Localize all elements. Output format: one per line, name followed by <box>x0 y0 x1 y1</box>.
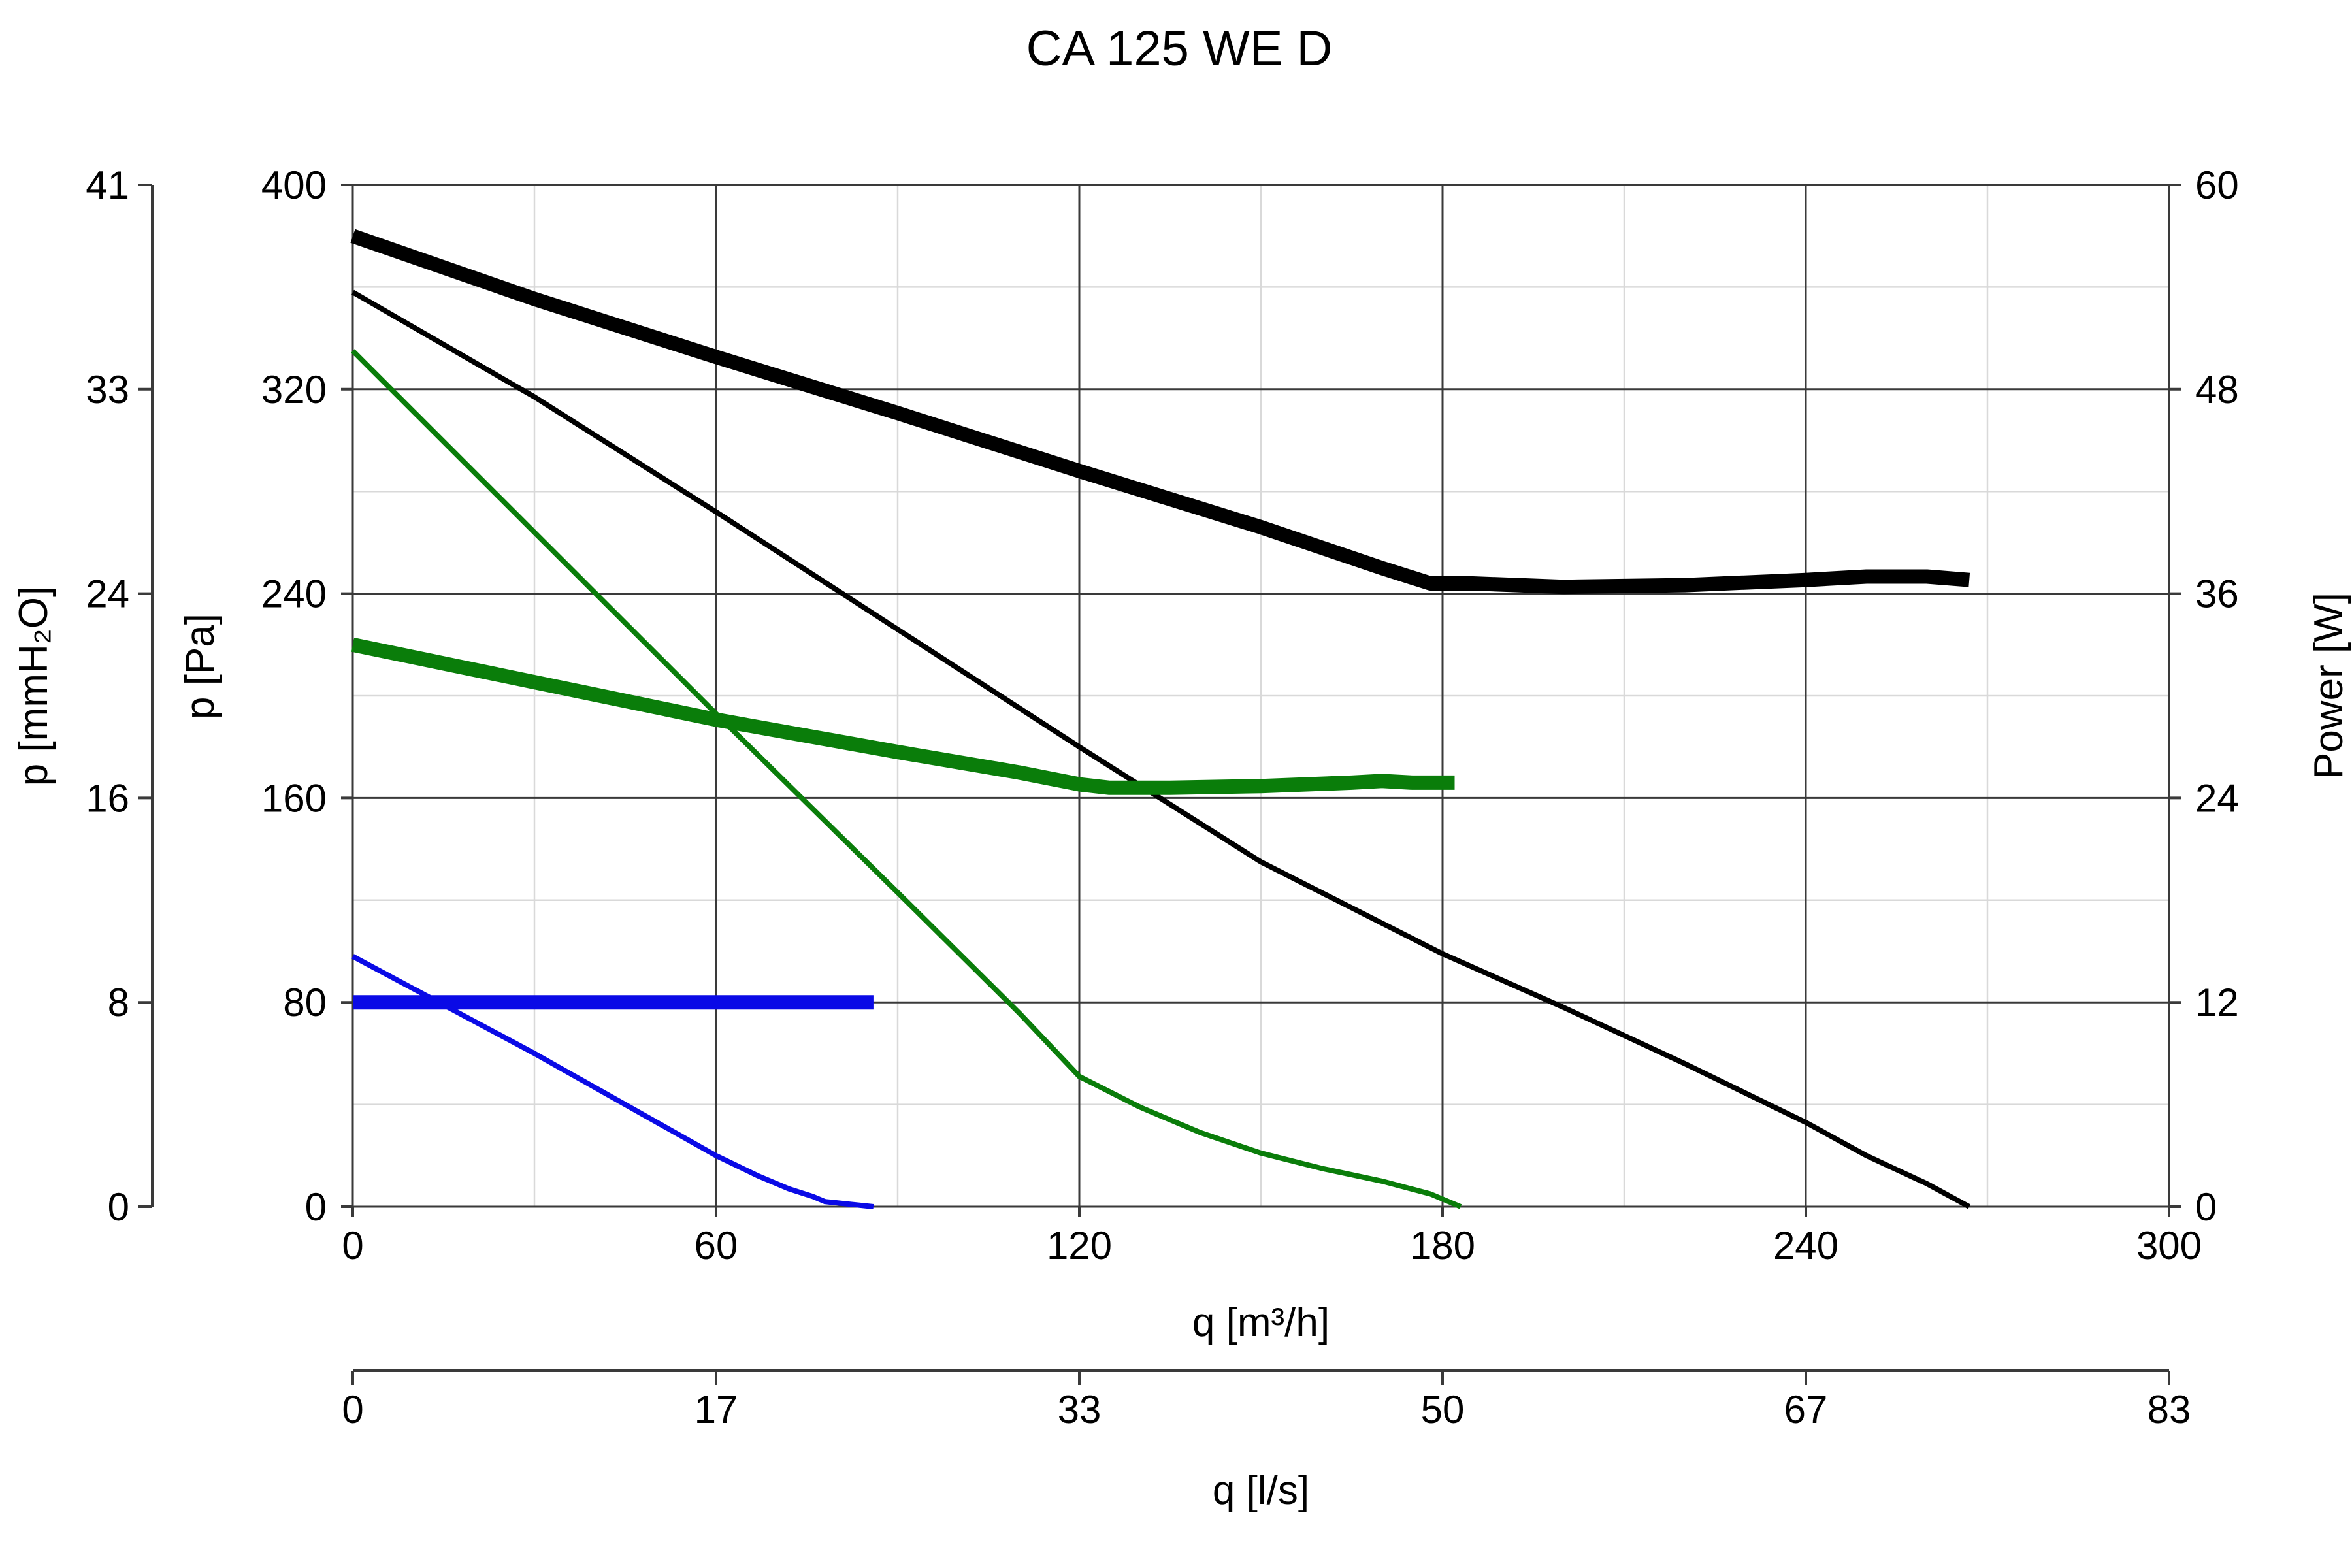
y-right-tick-label: 48 <box>2195 368 2239 412</box>
pressure-curve-0 <box>351 289 1971 1209</box>
y-left2-tick-label: 16 <box>86 776 129 820</box>
pressure-curve-4 <box>351 954 874 1209</box>
y-left2-tick-label: 33 <box>86 368 129 412</box>
y-tick-label: 320 <box>261 368 327 412</box>
y-left2-tick-label: 24 <box>86 572 129 616</box>
y-right-axis-label: Power [W] <box>2306 593 2351 779</box>
y-tick-label: 400 <box>261 163 327 207</box>
y-right-tick-label: 36 <box>2195 572 2239 616</box>
x-tick-label: 300 <box>2136 1224 2202 1267</box>
y-tick-label: 240 <box>261 572 327 616</box>
tick-labels: 0 80 160 240 320 400 0 8 16 24 33 41 0 12 24 36 48 60 0 60 1… <box>86 163 2239 1431</box>
x-axis-label: q [m³/h] <box>1192 1300 1330 1345</box>
data-series <box>350 229 1971 1209</box>
x2-tick-label: 33 <box>1058 1388 1102 1431</box>
chart-title: CA 125 WE D <box>1026 21 1333 76</box>
y-tick-label: 0 <box>305 1185 327 1229</box>
y-right-tick-label: 24 <box>2195 776 2239 820</box>
x2-axis-label: q [l/s] <box>1213 1468 1309 1513</box>
y-right-tick-label: 12 <box>2195 981 2239 1024</box>
x-tick-label: 0 <box>342 1224 363 1267</box>
y-right-tick-label: 60 <box>2195 163 2239 207</box>
y-left2-axis-label: p [mmH₂O] <box>11 586 56 787</box>
y-left2-tick-label: 0 <box>108 1185 129 1229</box>
y-tick-label: 160 <box>261 776 327 820</box>
x2-tick-label: 50 <box>1421 1388 1465 1431</box>
x2-tick-label: 17 <box>694 1388 738 1431</box>
x2-tick-label: 67 <box>1784 1388 1828 1431</box>
x-tick-label: 180 <box>1410 1224 1475 1267</box>
y-tick-label: 80 <box>283 981 327 1024</box>
x-tick-label: 120 <box>1047 1224 1112 1267</box>
power-curve-3 <box>351 638 1455 795</box>
y-left2-tick-label: 8 <box>108 981 129 1024</box>
y-right-tick-label: 0 <box>2195 1185 2217 1229</box>
x2-tick-label: 0 <box>342 1388 363 1431</box>
x-tick-label: 240 <box>1773 1224 1838 1267</box>
minor-gridlines <box>353 185 2169 1207</box>
y-axis-label: p [Pa] <box>178 613 223 719</box>
x-tick-label: 60 <box>694 1224 738 1267</box>
power-curve-1 <box>350 229 1970 595</box>
axes <box>138 184 2181 1385</box>
x2-tick-label: 83 <box>2148 1388 2191 1431</box>
y-left2-tick-label: 41 <box>86 163 129 207</box>
